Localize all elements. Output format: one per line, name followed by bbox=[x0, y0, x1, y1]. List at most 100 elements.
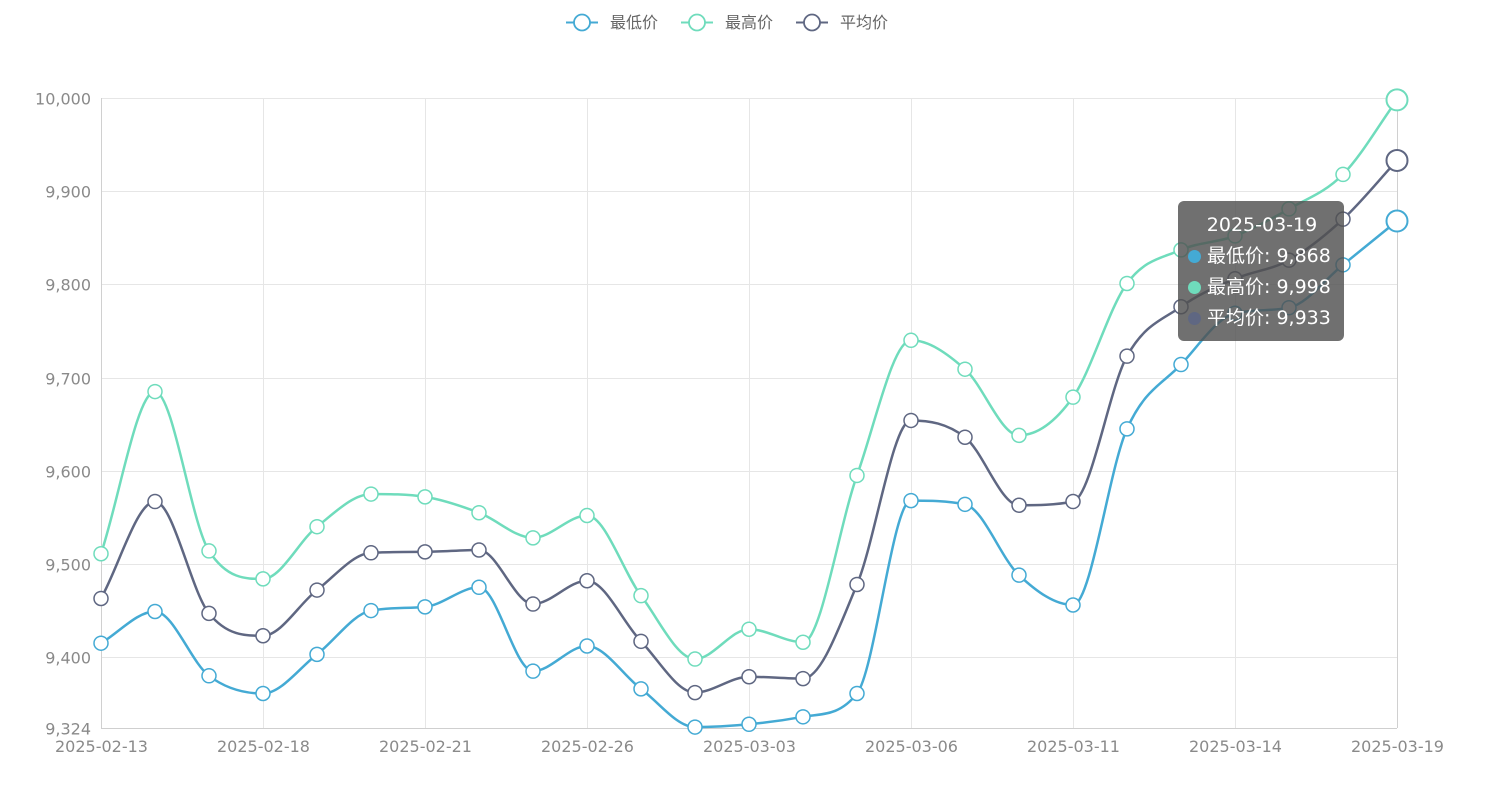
data-point bbox=[633, 633, 649, 650]
legend-item-series-min[interactable]: 最低价 bbox=[566, 13, 658, 32]
tooltip-text-avg: 平均价: 9,933 bbox=[1207, 307, 1331, 329]
legend[interactable]: 最低价 最高价 平均价 bbox=[566, 13, 888, 32]
data-point bbox=[741, 716, 757, 733]
tooltip-text-min: 最低价: 9,868 bbox=[1207, 245, 1331, 267]
data-point bbox=[147, 493, 163, 510]
data-point bbox=[903, 412, 919, 429]
data-point bbox=[147, 603, 163, 620]
data-point bbox=[417, 544, 433, 560]
y-tick-label: 9,500 bbox=[45, 556, 91, 575]
data-point bbox=[1065, 597, 1081, 613]
x-tick-label: 2025-03-19 bbox=[1351, 737, 1444, 756]
data-point bbox=[1385, 88, 1409, 112]
data-tooltip: 2025-03-19 最低价: 9,868 最高价: 9,998 平均价: 9,… bbox=[1178, 201, 1344, 341]
data-point bbox=[93, 590, 109, 607]
legend-marker bbox=[573, 13, 591, 32]
data-point bbox=[93, 635, 109, 651]
data-point bbox=[903, 492, 919, 509]
axes: 9,324 9,400 9,500 9,600 9,700 9,800 9,900 10,00… bbox=[35, 90, 1444, 757]
legend-label: 最高价 bbox=[725, 13, 773, 32]
data-point bbox=[309, 646, 325, 663]
data-point bbox=[471, 542, 487, 558]
data-point bbox=[255, 685, 271, 702]
tooltip-dot-avg bbox=[1188, 312, 1201, 325]
y-tick-label: 10,000 bbox=[35, 90, 91, 109]
data-point bbox=[471, 504, 487, 521]
data-point bbox=[363, 545, 379, 561]
series-lines bbox=[93, 88, 1409, 735]
data-point bbox=[795, 709, 811, 725]
data-point bbox=[363, 486, 379, 502]
legend-marker bbox=[803, 13, 821, 32]
tooltip-row-avg: 平均价: 9,933 bbox=[1188, 303, 1336, 334]
x-tick-label: 2025-03-03 bbox=[703, 737, 796, 756]
data-point bbox=[1011, 427, 1027, 444]
data-point bbox=[201, 543, 217, 559]
data-point bbox=[687, 719, 703, 735]
x-tick-label: 2025-03-06 bbox=[865, 737, 958, 756]
data-point bbox=[93, 545, 109, 562]
y-tick-label: 9,600 bbox=[45, 463, 91, 482]
data-point bbox=[579, 638, 595, 654]
data-point bbox=[309, 582, 325, 598]
data-point bbox=[1119, 421, 1135, 437]
data-point bbox=[903, 332, 919, 349]
tooltip-text-max: 最高价: 9,998 bbox=[1207, 276, 1331, 298]
data-point bbox=[1173, 356, 1189, 373]
y-tick-label: 9,900 bbox=[45, 183, 91, 202]
legend-item-series-avg[interactable]: 平均价 bbox=[796, 13, 888, 32]
y-tick-label: 9,324 bbox=[45, 720, 91, 739]
data-point bbox=[795, 634, 811, 651]
series-max bbox=[93, 88, 1409, 667]
data-point bbox=[1065, 389, 1081, 405]
data-point bbox=[1011, 497, 1027, 514]
data-point bbox=[579, 507, 595, 524]
y-tick-label: 9,800 bbox=[45, 276, 91, 295]
data-point bbox=[309, 518, 325, 535]
data-point bbox=[525, 530, 541, 546]
data-point bbox=[957, 429, 973, 445]
data-point bbox=[957, 361, 973, 377]
legend-label: 平均价 bbox=[840, 13, 888, 32]
tooltip-dot-max bbox=[1188, 281, 1201, 294]
tooltip-row-min: 最低价: 9,868 bbox=[1188, 241, 1336, 272]
data-point bbox=[687, 684, 703, 701]
x-tick-label: 2025-02-21 bbox=[379, 737, 472, 756]
tooltip-date: 2025-03-19 bbox=[1206, 214, 1318, 236]
legend-item-series-max[interactable]: 最高价 bbox=[681, 13, 773, 32]
data-point bbox=[363, 602, 379, 619]
data-point bbox=[849, 467, 865, 484]
data-point bbox=[1065, 493, 1081, 510]
data-point bbox=[849, 576, 865, 593]
data-point bbox=[525, 596, 541, 612]
data-point bbox=[849, 685, 865, 702]
y-tick-label: 9,400 bbox=[45, 649, 91, 668]
legend-label: 最低价 bbox=[610, 13, 658, 32]
data-point bbox=[255, 571, 271, 587]
data-point bbox=[1335, 166, 1351, 183]
data-point bbox=[201, 668, 217, 684]
data-point bbox=[1119, 275, 1135, 292]
data-point bbox=[201, 605, 217, 622]
data-point bbox=[417, 599, 433, 615]
data-point bbox=[741, 668, 757, 685]
data-point bbox=[255, 627, 271, 644]
data-point bbox=[525, 663, 541, 679]
x-tick-label: 2025-03-14 bbox=[1189, 737, 1282, 756]
data-point bbox=[417, 489, 433, 505]
tooltip-row-max: 最高价: 9,998 bbox=[1188, 272, 1336, 303]
y-tick-label: 9,700 bbox=[45, 370, 91, 389]
data-point bbox=[1385, 209, 1409, 233]
data-point bbox=[471, 579, 487, 596]
data-point bbox=[1011, 567, 1027, 583]
data-point bbox=[1119, 348, 1135, 364]
data-point bbox=[1385, 148, 1409, 172]
legend-marker bbox=[688, 13, 706, 32]
data-point bbox=[147, 383, 163, 400]
data-point bbox=[795, 670, 811, 687]
x-tick-label: 2025-02-26 bbox=[541, 737, 634, 756]
x-tick-label: 2025-03-11 bbox=[1027, 737, 1120, 756]
data-point bbox=[579, 573, 595, 589]
